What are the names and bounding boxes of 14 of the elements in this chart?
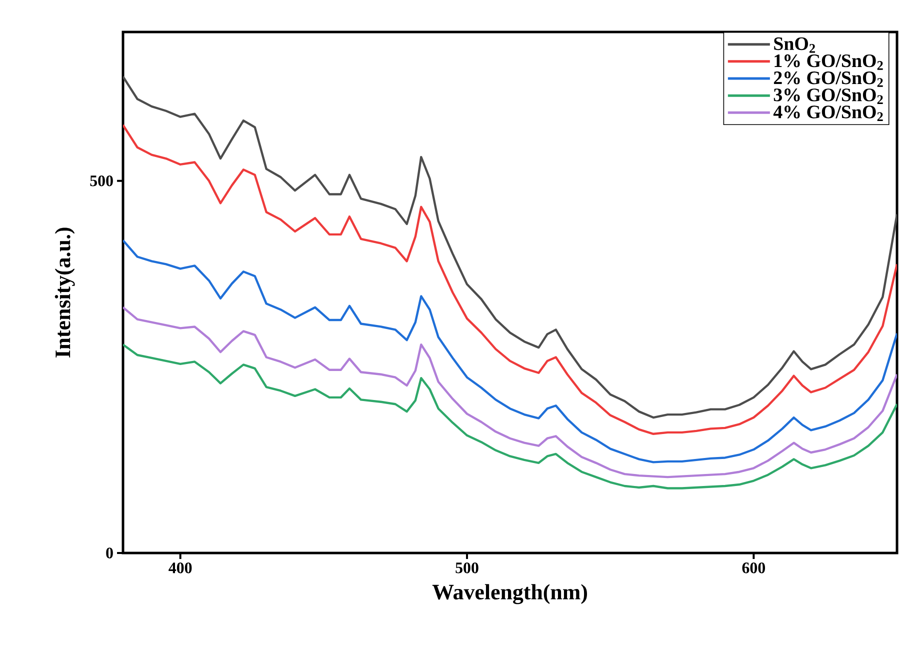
x-tick-label: 600 [742,562,766,574]
x-tick-label: 400 [168,562,192,574]
y-axis-title: Intensity(a.u.) [54,228,75,358]
legend-label: 4% GO/SnO$_{2}$ [773,106,883,122]
legend-label: SnO$_{2}$ [774,37,815,53]
line-series [123,239,898,464]
x-axis-title: Wavelength(nm) [432,584,587,604]
line-series [123,343,898,490]
legend-label: 3% GO/SnO$_{2}$ [774,88,883,104]
legend-label: 2% GO/SnO$_{2}$ [774,71,883,87]
legend-label: 1% GO/SnO$_{2}$ [774,54,883,70]
x-tick-label: 500 [456,562,478,574]
line-series [123,124,898,435]
y-tick-label: 0 [106,548,113,558]
